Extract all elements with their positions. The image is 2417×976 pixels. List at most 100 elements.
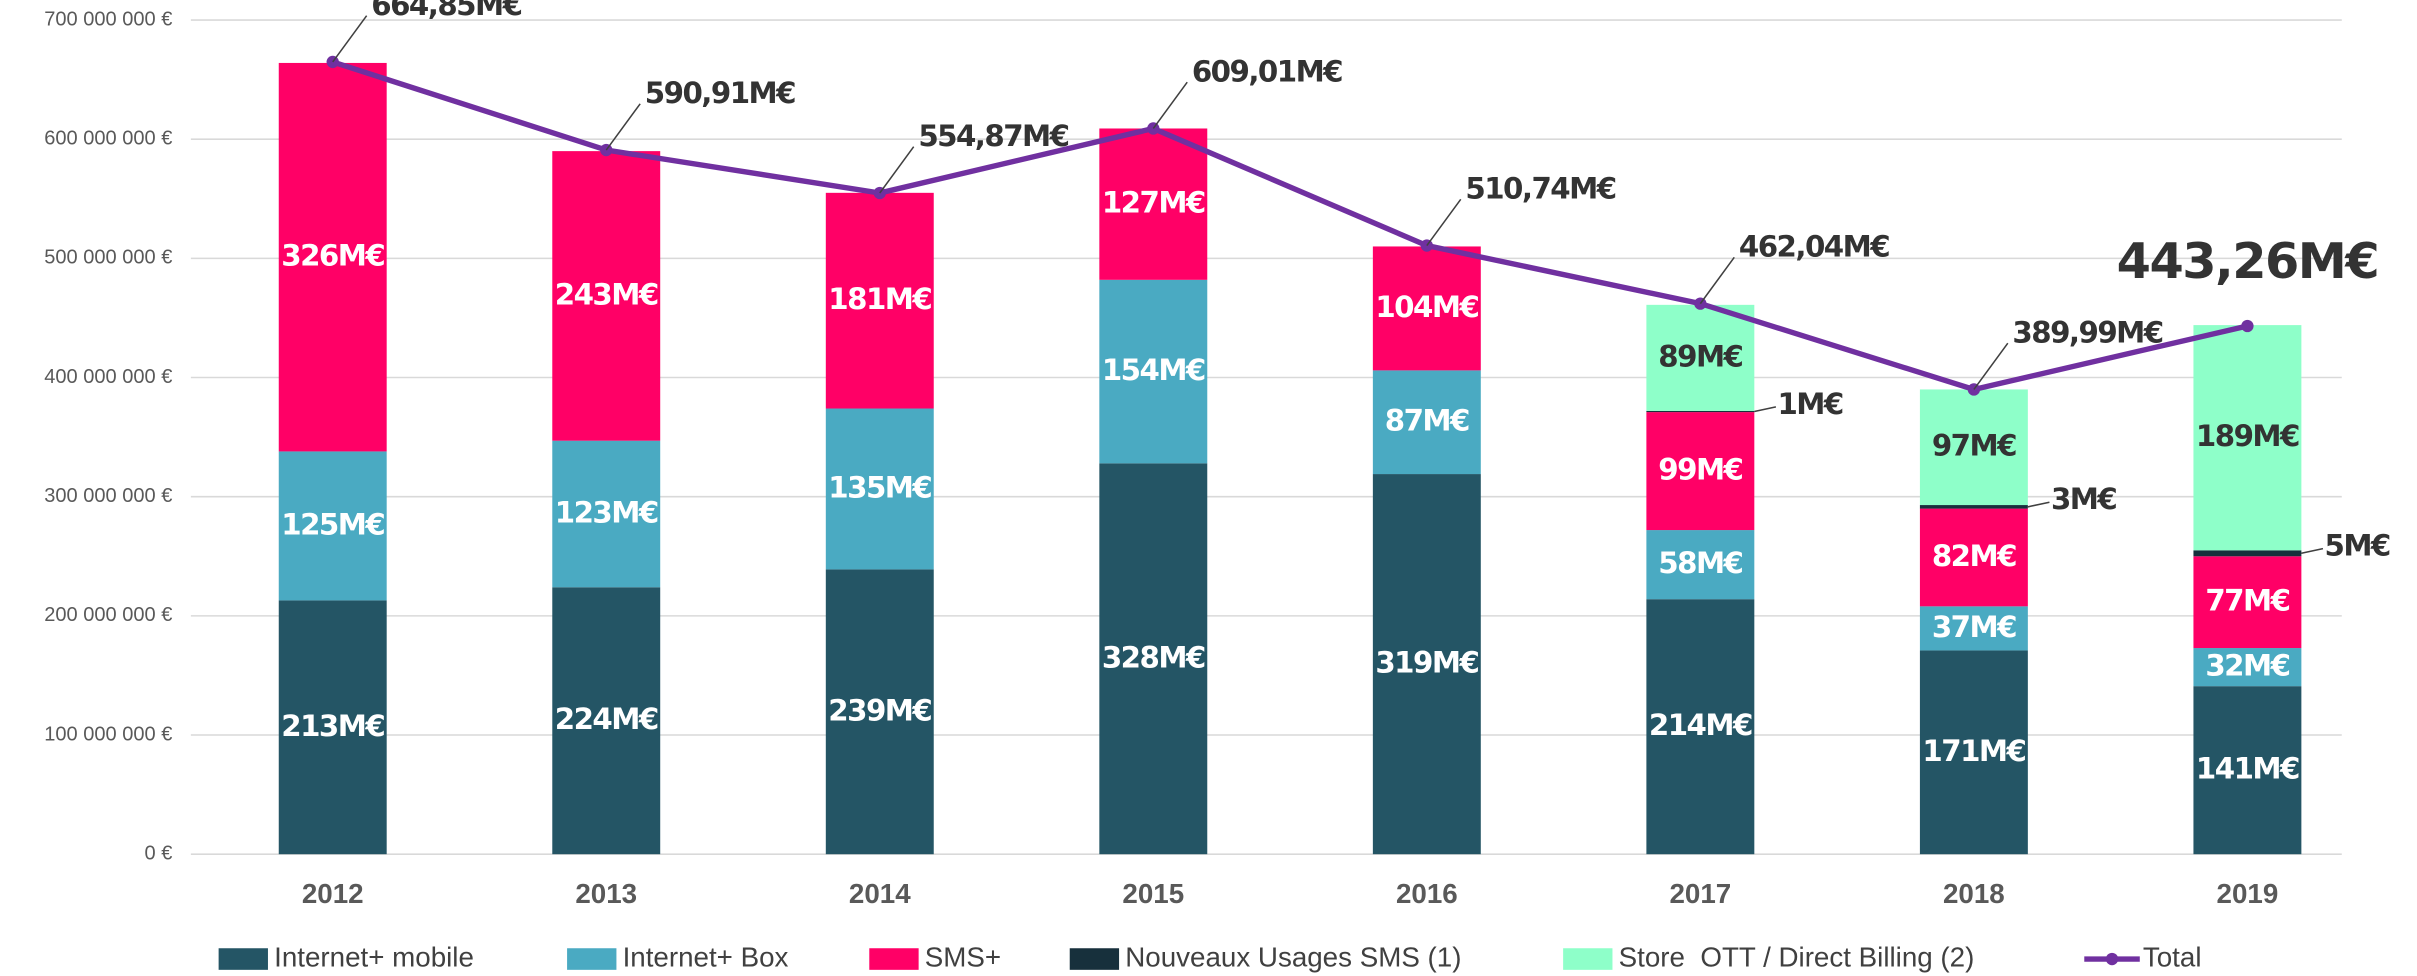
data-label: 82M€ [1932,539,2016,573]
data-label: 97M€ [1932,429,2016,463]
data-label: 32M€ [2205,649,2289,683]
bar-segment [2193,648,2302,687]
bar-segment [1099,463,1208,855]
y-tick-label: 300 000 000 € [44,485,172,507]
data-label: 89M€ [1658,339,1742,373]
data-label: 3M€ [2051,482,2116,516]
data-label: 87M€ [1385,404,1469,438]
x-tick-label: 2012 [302,878,364,909]
data-label: 37M€ [1932,610,2016,644]
data-label: 125M€ [281,507,384,541]
bar-segment [1919,505,2028,509]
bar-segment [1099,279,1208,464]
label-leader [1426,198,1462,247]
bar-segment [1372,246,1481,371]
data-label: 127M€ [1102,186,1205,220]
label-leader [605,103,641,151]
bar-segment [1919,606,2028,651]
x-tick-label: 2013 [575,878,637,909]
total-point [2241,319,2254,333]
bar-segment [2193,686,2302,855]
data-label: 154M€ [1102,353,1205,387]
data-label: 171M€ [1922,734,2025,768]
legend-label: Nouveaux Usages SMS (1) [1125,941,1461,972]
label-leader [2027,501,2050,508]
total-label: 462,04M€ [1739,230,1889,264]
bar-segment [825,192,934,409]
bar-segment [1919,389,2028,506]
x-tick-label: 2017 [1669,878,1731,909]
label-leader [332,15,368,63]
bar-segment [552,151,661,441]
total-point [873,186,886,200]
y-tick-label: 400 000 000 € [44,366,172,388]
bar-segment [825,408,934,570]
bar-segment [552,440,661,588]
y-tick-label: 0 € [145,842,173,864]
x-tick-label: 2015 [1122,878,1184,909]
total-label: 510,74M€ [1465,172,1615,206]
data-label: 326M€ [281,239,384,273]
x-tick-label: 2014 [849,878,911,909]
label-leader [1973,342,2009,390]
bar-segment [1372,370,1481,475]
data-label: 213M€ [281,709,384,743]
total-label: 590,91M€ [645,76,795,110]
data-label: 58M€ [1658,546,1742,580]
data-label: 189M€ [2196,419,2299,453]
data-label: 135M€ [828,470,931,504]
label-leader [1152,81,1188,129]
data-label: 104M€ [1375,290,1478,324]
total-label: 554,87M€ [918,119,1068,153]
label-leader [2301,547,2324,555]
bar-segment [1646,599,1755,855]
legend-label: Total [2143,941,2202,972]
y-tick-label: 700 000 000 € [44,8,172,30]
bar-segment [2193,556,2302,649]
legend-swatch [218,948,268,970]
data-label: 5M€ [2325,529,2390,563]
label-leader [1699,256,1735,305]
legend-swatch [2105,952,2119,966]
data-label: 123M€ [555,495,658,529]
bar-segment [2193,550,2302,557]
legend-label: Internet+ Box [623,941,789,972]
bar-segment [1919,508,2028,607]
y-tick-label: 600 000 000 € [44,128,172,150]
bar-segment [1919,650,2028,855]
bar-segment [1646,410,1755,413]
label-leader [879,146,915,194]
bar-segment [2193,325,2302,551]
bar-segment [1099,128,1208,280]
x-tick-label: 2019 [2217,878,2279,909]
bar-segment [278,451,387,601]
data-label: 224M€ [555,702,658,736]
legend-label: Store OTT / Direct Billing (2) [1619,941,1975,972]
legend-swatch [1563,948,1613,970]
total-label: 609,01M€ [1192,54,1342,88]
legend-swatch [567,948,617,970]
bar-segment [1646,304,1755,411]
data-label: 1M€ [1777,387,1842,421]
data-label: 181M€ [828,282,931,316]
y-tick-label: 200 000 000 € [44,604,172,626]
data-label: 141M€ [2196,752,2299,786]
data-label: 77M€ [2205,584,2289,618]
data-label: 239M€ [828,693,931,727]
bar-segment [278,62,387,452]
data-label: 214M€ [1649,708,1752,742]
bar-segment [552,587,661,855]
bar-segment [1646,412,1755,531]
bar-segment [278,600,387,855]
legend-swatch [869,948,919,970]
x-tick-label: 2018 [1943,878,2005,909]
legend-label: Internet+ mobile [274,941,474,972]
data-label: 243M€ [555,277,658,311]
x-tick-label: 2016 [1396,878,1458,909]
bar-segment [825,569,934,855]
data-label: 319M€ [1375,646,1478,680]
data-label: 328M€ [1102,640,1205,674]
bar-segment [1646,530,1755,600]
